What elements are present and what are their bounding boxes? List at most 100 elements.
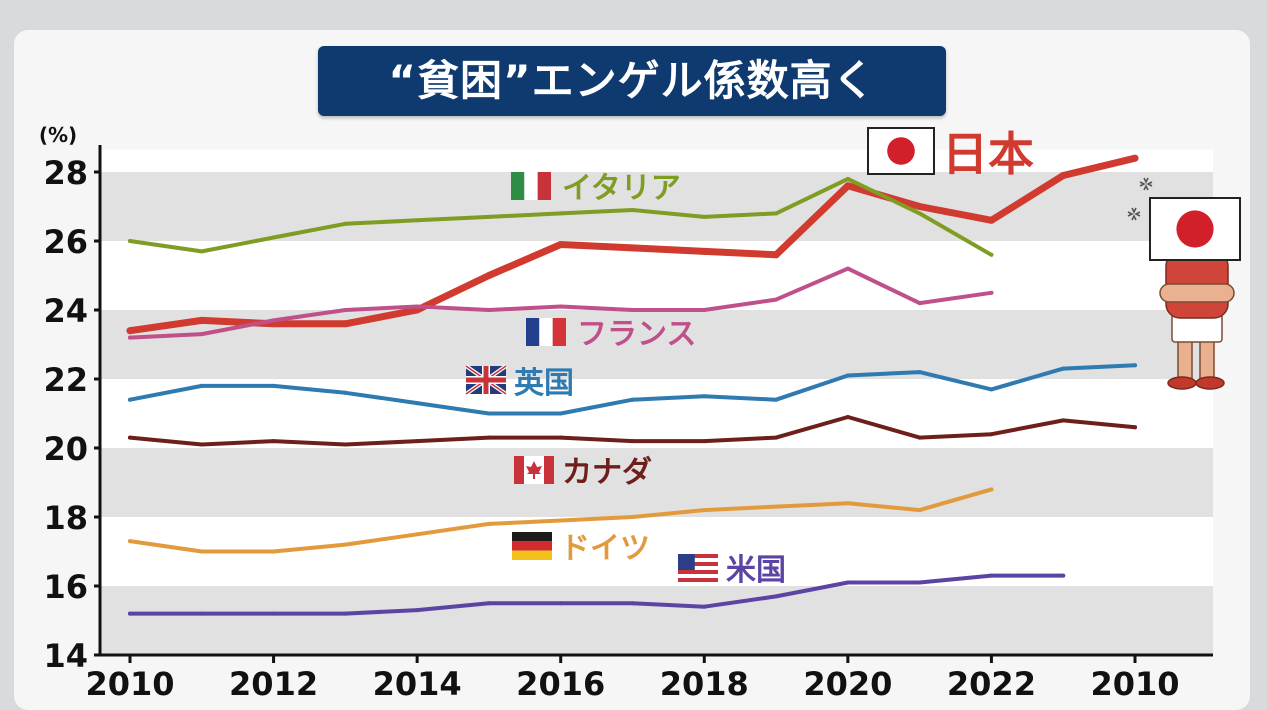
data-point-カナダ [630,439,635,444]
data-point-カナダ [702,439,707,444]
data-point-カナダ [845,414,850,419]
data-point-英国 [989,387,994,392]
data-point-英国 [917,370,922,375]
data-point-ドイツ [128,539,132,544]
data-point-米国 [558,601,563,606]
data-point-ドイツ [989,487,994,492]
angry-person-illustration [1127,177,1235,390]
x-tick-label: 2012 [229,665,318,698]
grid-band [100,586,1213,655]
data-point-ドイツ [415,532,420,537]
data-point-イタリア [917,211,922,216]
data-point-フランス [774,297,779,302]
series-label-ドイツ: ドイツ [560,531,650,566]
data-point-英国 [845,373,850,378]
data-point-日本 [700,247,708,255]
data-point-イタリア [702,214,707,219]
data-point-フランス [199,332,204,337]
data-point-イタリア [415,218,420,223]
data-point-日本 [198,316,206,324]
data-point-ドイツ [343,542,348,547]
y-tick-label: 22 [43,361,88,399]
data-point-フランス [702,308,707,312]
grid-band [100,448,1213,517]
data-point-イタリア [128,239,132,243]
data-point-英国 [343,390,348,395]
x-tick-label: 2018 [660,665,749,698]
data-point-英国 [128,397,132,402]
series-label-日本: 日本 [942,127,1034,181]
data-point-イタリア [845,176,850,181]
data-point-イタリア [989,252,994,257]
data-point-イタリア [199,249,204,254]
data-point-日本 [557,240,565,248]
data-point-ドイツ [702,508,707,513]
x-tick-label: 2014 [373,665,462,698]
data-point-カナダ [1133,425,1137,430]
flag-held-japan [1149,197,1241,261]
data-point-ドイツ [271,549,276,554]
data-point-ドイツ [630,515,635,519]
series-label-カナダ: カナダ [562,455,652,490]
data-point-カナダ [989,432,994,437]
data-point-英国 [702,394,707,399]
data-point-カナダ [128,435,132,440]
flag-イタリア [511,172,551,200]
data-point-カナダ [271,439,276,444]
data-point-米国 [343,611,348,616]
y-tick-label: 16 [43,568,88,606]
data-point-フランス [558,304,563,309]
x-tick-label: 2016 [516,665,605,698]
data-point-カナダ [199,442,204,447]
data-point-日本 [126,327,134,335]
data-point-イタリア [271,235,276,240]
chart-title: “貧困”エンゲル係数高く [388,56,876,105]
data-point-フランス [415,304,420,309]
y-tick-label: 28 [43,154,88,192]
data-point-英国 [774,397,779,402]
data-point-ドイツ [917,508,922,513]
data-point-フランス [989,290,994,295]
flag-日本 [867,127,935,175]
grid-band [100,379,1213,448]
x-tick-label: 2010 [85,665,174,698]
data-point-英国 [1061,366,1066,371]
data-point-日本 [341,320,349,328]
data-point-イタリア [630,207,635,212]
y-tick-label: 14 [43,637,88,675]
data-point-フランス [917,301,922,306]
grid-band [100,172,1213,241]
data-point-イタリア [343,221,348,226]
title-banner: “貧困”エンゲル係数高く [318,46,946,116]
data-point-英国 [1133,363,1137,368]
data-point-日本 [987,216,995,224]
data-point-英国 [558,411,563,416]
data-point-ドイツ [845,501,850,506]
data-point-英国 [415,401,420,406]
data-point-フランス [486,308,491,312]
data-point-英国 [486,411,491,416]
data-point-ドイツ [486,521,491,526]
series-label-英国: 英国 [514,366,574,401]
data-point-イタリア [486,214,491,219]
data-point-米国 [845,580,850,585]
y-tick-label: 20 [43,430,88,468]
data-point-フランス [343,308,348,312]
data-point-日本 [485,272,493,279]
y-tick-label: 26 [43,223,88,261]
data-point-日本 [1059,171,1067,179]
data-point-フランス [845,266,850,271]
flag-カナダ [514,456,554,484]
data-point-米国 [774,594,779,599]
flag-ドイツ [512,532,552,560]
data-point-イタリア [558,211,563,216]
x-tick-label: 2020 [803,665,892,698]
data-point-フランス [630,308,635,312]
data-point-英国 [271,383,276,388]
data-point-カナダ [343,442,348,447]
x-tick-label: 2010 [1090,665,1179,698]
data-point-米国 [917,580,922,585]
data-point-米国 [702,604,707,609]
data-point-カナダ [1061,418,1066,423]
data-point-カナダ [558,435,563,440]
